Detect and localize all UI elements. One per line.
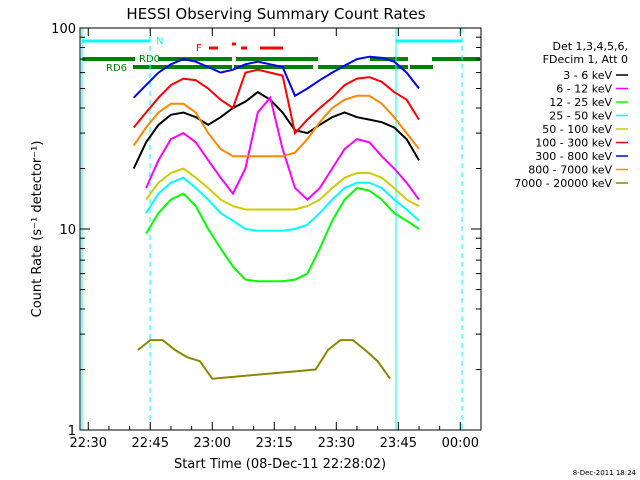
- series-line-3: [145, 186, 420, 283]
- legend-title-line-1: Det 1,3,4,5,6,: [552, 40, 628, 53]
- legend-entry-label: 6 - 12 keV: [556, 83, 612, 96]
- x-axis-label: Start Time (08-Dec-11 22:28:02): [174, 457, 386, 472]
- series-line-4: [145, 176, 420, 232]
- y-tick-label: 1: [68, 424, 76, 439]
- legend-entry-label: 100 - 300 keV: [535, 137, 612, 150]
- series-line-8: [132, 94, 420, 158]
- x-tick-label: 22:45: [132, 436, 169, 451]
- legend-entry-label: 800 - 7000 keV: [528, 164, 612, 177]
- rd6-label: RD6: [106, 63, 127, 74]
- legend-entry-label: 25 - 50 keV: [549, 110, 612, 123]
- ticks-layer: 22:30 22:45 23:00 23:15 23:30 23:45 00:00 1 10 10…: [51, 22, 481, 451]
- y-tick-label: 100: [51, 22, 76, 37]
- legend-entry-label: 7000 - 20000 keV: [514, 177, 612, 190]
- legend-entry-label: 12 - 25 keV: [549, 96, 612, 109]
- series-line-9: [137, 339, 391, 380]
- x-tick-label: 23:45: [380, 436, 417, 451]
- legend-title-line-2: FDecim 1, Att 0: [543, 53, 628, 66]
- x-tick-label: 23:15: [256, 436, 293, 451]
- y-axis-label: Count Rate (s⁻¹ detector⁻¹): [30, 141, 45, 318]
- series-line-2: [145, 95, 420, 201]
- x-tick-label: 00:00: [442, 436, 479, 451]
- y-tick-label: 10: [59, 223, 76, 238]
- series-line-5: [145, 167, 420, 211]
- series-layer: [132, 55, 420, 380]
- footer-timestamp: 8-Dec-2011 18:24: [573, 469, 637, 477]
- flare-label: F: [196, 43, 202, 54]
- legend-entry-label: 300 - 800 keV: [535, 150, 612, 163]
- series-line-6: [132, 68, 420, 136]
- x-tick-label: 22:30: [70, 436, 107, 451]
- series-line-1: [132, 90, 420, 169]
- legend: Det 1,3,4,5,6, FDecim 1, Att 0 3 - 6 keV…: [514, 40, 628, 190]
- series-line-7: [132, 55, 420, 99]
- legend-entry-label: 3 - 6 keV: [563, 69, 612, 82]
- n-annotation-label: N: [156, 36, 163, 47]
- annotation-layer: N RD0 RD6 F: [81, 28, 480, 430]
- x-tick-label: 23:00: [194, 436, 231, 451]
- legend-entry-label: 50 - 100 keV: [542, 123, 612, 136]
- chart-title: HESSI Observing Summary Count Rates: [126, 5, 425, 23]
- x-tick-label: 23:30: [318, 436, 355, 451]
